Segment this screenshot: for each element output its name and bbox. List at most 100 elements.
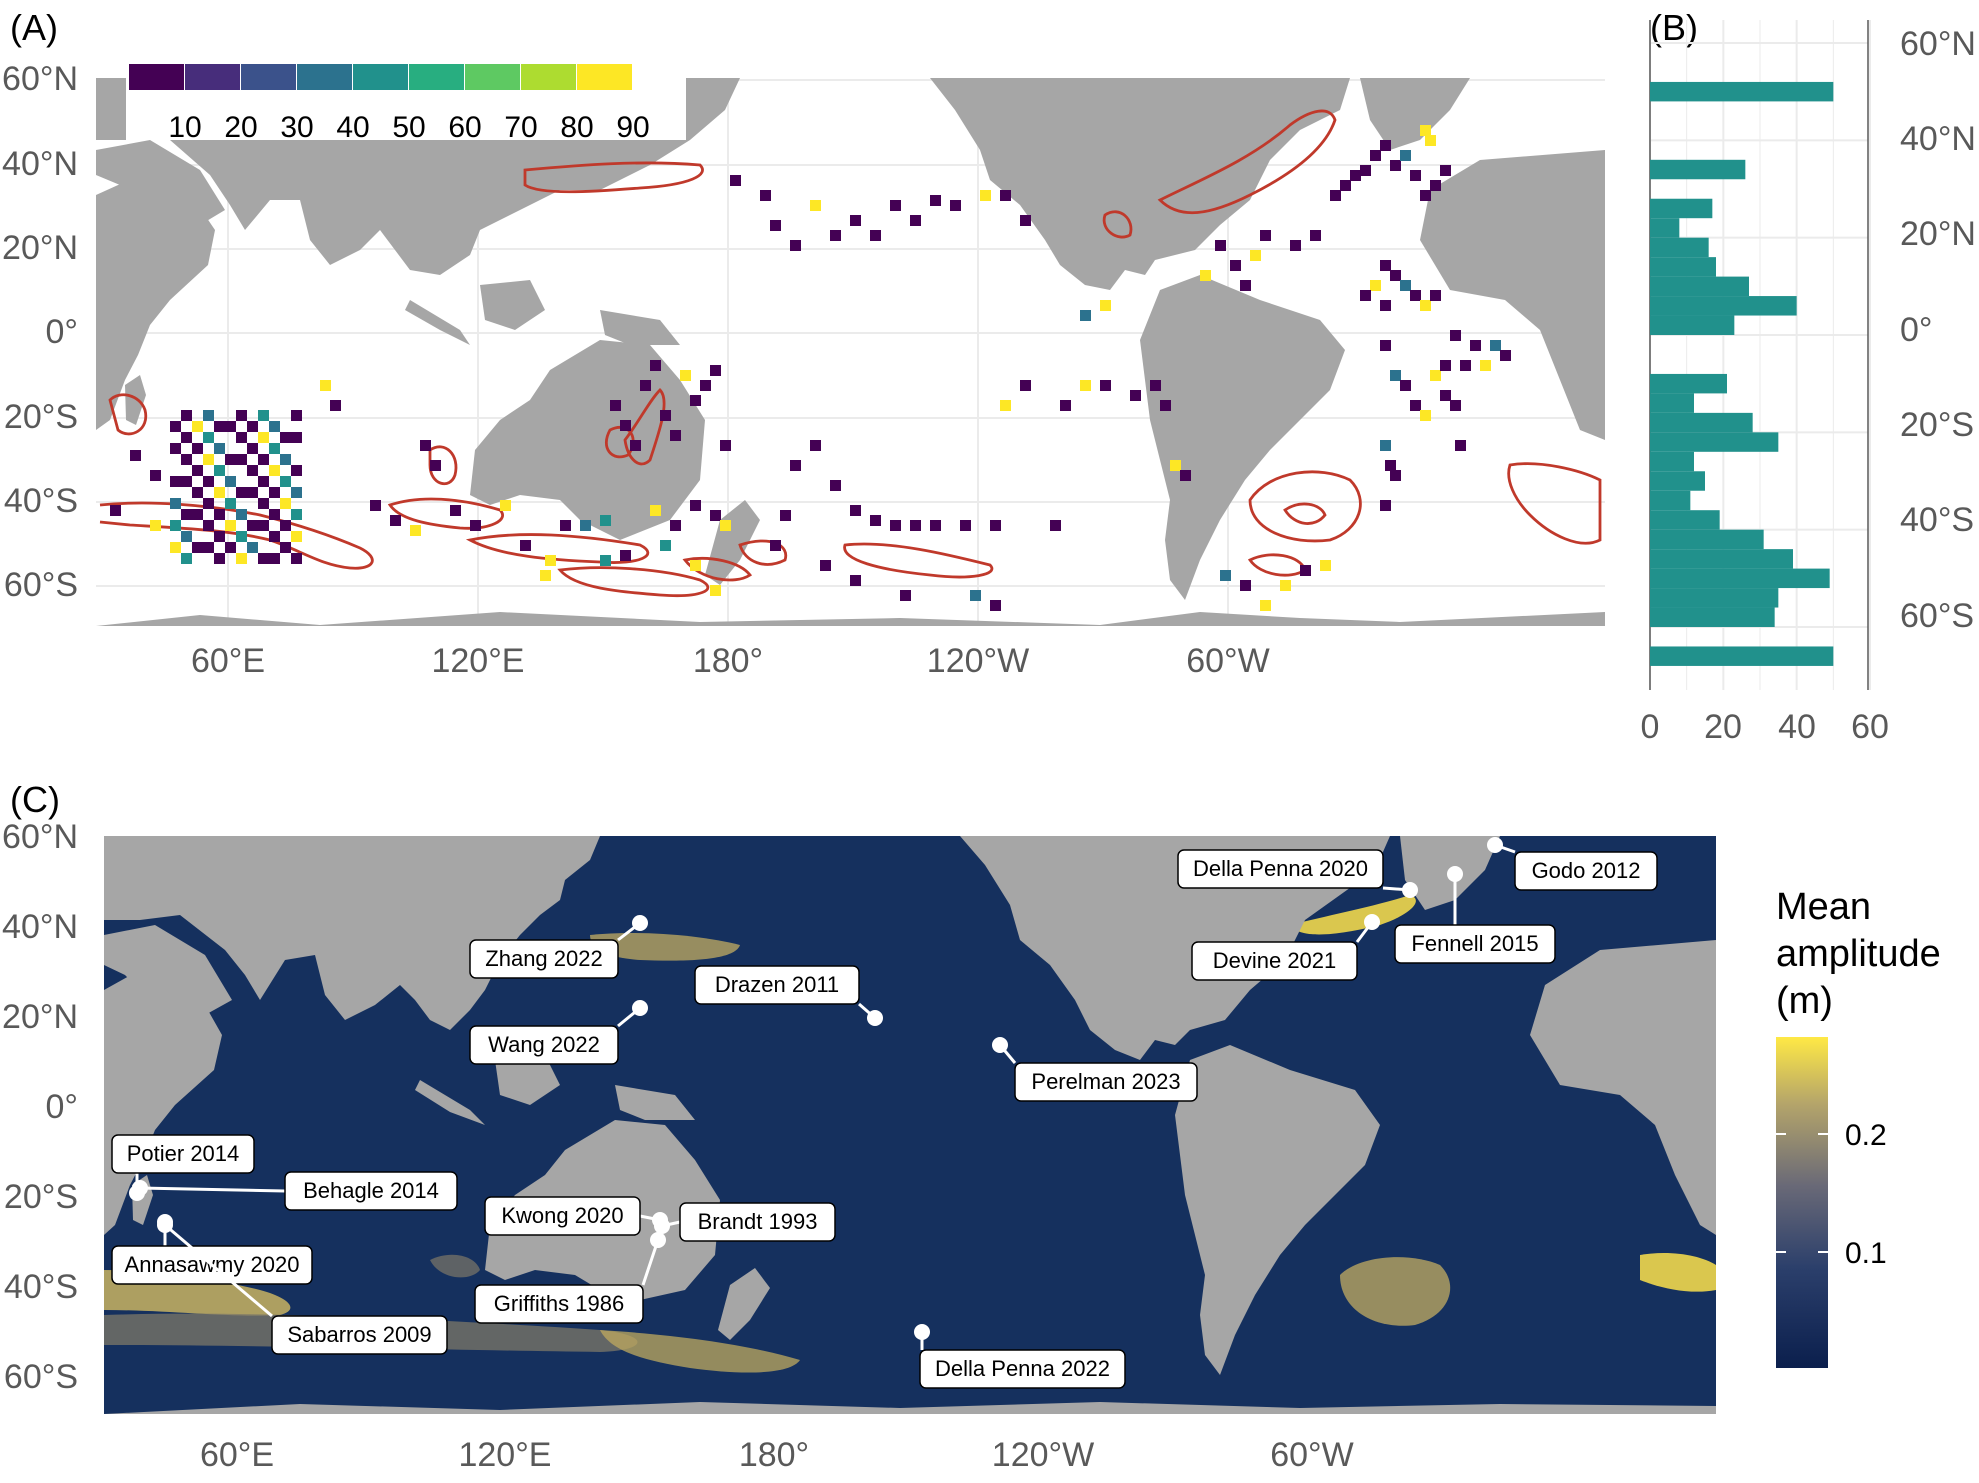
study-cell (1410, 290, 1421, 301)
study-cell (280, 498, 291, 509)
study-cell (810, 200, 821, 211)
b-lat-label-40n: 40°N (1900, 120, 1976, 158)
study-cell (1455, 440, 1466, 451)
arabia-land (96, 140, 225, 230)
contour-pacific-mid (843, 542, 994, 579)
study-cell (247, 421, 258, 432)
study-cell (110, 505, 121, 516)
study-cell (269, 421, 280, 432)
study-cell (1430, 290, 1441, 301)
study-cell (1460, 360, 1471, 371)
a-lat-label-20s: 20°S (4, 398, 78, 436)
c-lat-label-0: 0° (45, 1088, 78, 1126)
study-labels: Zhang 2022 Wang 2022 Drazen 2011 Perelman 2… (111, 837, 1658, 1389)
study-cell (1300, 565, 1311, 576)
histogram-bar (1650, 296, 1797, 316)
contour-nz-south (682, 556, 753, 582)
study-cell (1240, 280, 1251, 291)
legend-swatch-30 (241, 64, 296, 90)
study-cell (600, 555, 611, 566)
study-cell (720, 440, 731, 451)
study-label: Perelman 2023 (1031, 1069, 1180, 1094)
study-cell (1100, 380, 1111, 391)
histogram-bar (1650, 315, 1735, 335)
study-cell (1220, 570, 1231, 581)
study-cell (1160, 400, 1171, 411)
study-label-box (1014, 1062, 1198, 1102)
contour-brazil-malvinas (1248, 470, 1362, 543)
study-cell (870, 230, 881, 241)
colorbar-label-0-1: 0.1 (1845, 1237, 1887, 1270)
a-lat-label-60s: 60°S (4, 566, 78, 604)
study-cell (1390, 470, 1401, 481)
c-south-america-land (1175, 1045, 1380, 1375)
study-cell (1420, 300, 1431, 311)
panel-c-lat-axis: 60°N 40°N 20°N 0° 20°S 40°S 60°S (2, 818, 78, 1396)
study-point (654, 1218, 670, 1234)
a-lon-label-180: 180° (693, 642, 763, 680)
contour-gulf-stream (1157, 109, 1337, 215)
study-cell (1000, 190, 1011, 201)
study-cell (620, 550, 631, 561)
c-lon-label-60w: 60°W (1270, 1436, 1354, 1474)
histogram-bar (1650, 198, 1713, 219)
study-cell (225, 476, 236, 487)
study-cell (810, 440, 821, 451)
study-cell (700, 380, 711, 391)
study-marker: Fennell 2015 (1394, 866, 1556, 964)
study-cell (181, 454, 192, 465)
study-marker: Brandt 1993 (654, 1202, 836, 1242)
study-cell (1380, 300, 1391, 311)
study-label: Fennell 2015 (1411, 931, 1538, 956)
a-lat-label-40s: 40°S (4, 482, 78, 520)
c-north-america-land (960, 836, 1390, 1060)
study-marker: Devine 2021 (1191, 914, 1380, 981)
study-cell (1215, 240, 1226, 251)
legend-swatch-40 (297, 64, 352, 90)
study-cell (170, 498, 181, 509)
study-cell (370, 500, 381, 511)
amplitude-hotspots (104, 895, 1716, 1373)
study-cell (1080, 380, 1091, 391)
study-cell (620, 420, 631, 431)
legend-swatch-10 (129, 64, 184, 90)
panel-c: (C) (2, 779, 1941, 1474)
study-cell (1390, 270, 1401, 281)
study-cell (225, 520, 236, 531)
study-cell (960, 520, 971, 531)
histogram-bar (1650, 159, 1746, 180)
study-cell (890, 200, 901, 211)
contour-nz-east (738, 539, 788, 566)
study-cell (420, 440, 431, 451)
c-lat-label-40s: 40°S (4, 1268, 78, 1306)
legend-swatch-70 (465, 64, 520, 90)
study-cell (1250, 250, 1261, 261)
study-cell (269, 509, 280, 520)
panel-a-map (96, 78, 1605, 626)
legend-label-20: 20 (224, 111, 257, 144)
study-point (650, 1232, 666, 1248)
colorbar-label-0-2: 0.2 (1845, 1119, 1887, 1152)
study-cell (214, 465, 225, 476)
study-cell (1400, 280, 1411, 291)
study-cell (192, 542, 203, 553)
c-lat-label-20s: 20°S (4, 1178, 78, 1216)
study-cell (181, 476, 192, 487)
study-point (1364, 914, 1380, 930)
study-cell (910, 215, 921, 226)
study-cell (170, 421, 181, 432)
study-cell (1360, 165, 1371, 176)
study-cell (970, 590, 981, 601)
study-cell (560, 520, 571, 531)
study-label-box (1514, 851, 1658, 891)
study-cell (214, 553, 225, 564)
study-label: Brandt 1993 (698, 1209, 818, 1234)
histogram-bar (1650, 393, 1694, 413)
study-cell (1150, 380, 1161, 391)
borneo-land (480, 280, 545, 330)
study-cell (1480, 360, 1491, 371)
study-point (1447, 866, 1463, 882)
legend-label-10: 10 (168, 111, 201, 144)
contour-south-pacific-2 (557, 566, 710, 597)
legend-label-30: 30 (280, 111, 313, 144)
